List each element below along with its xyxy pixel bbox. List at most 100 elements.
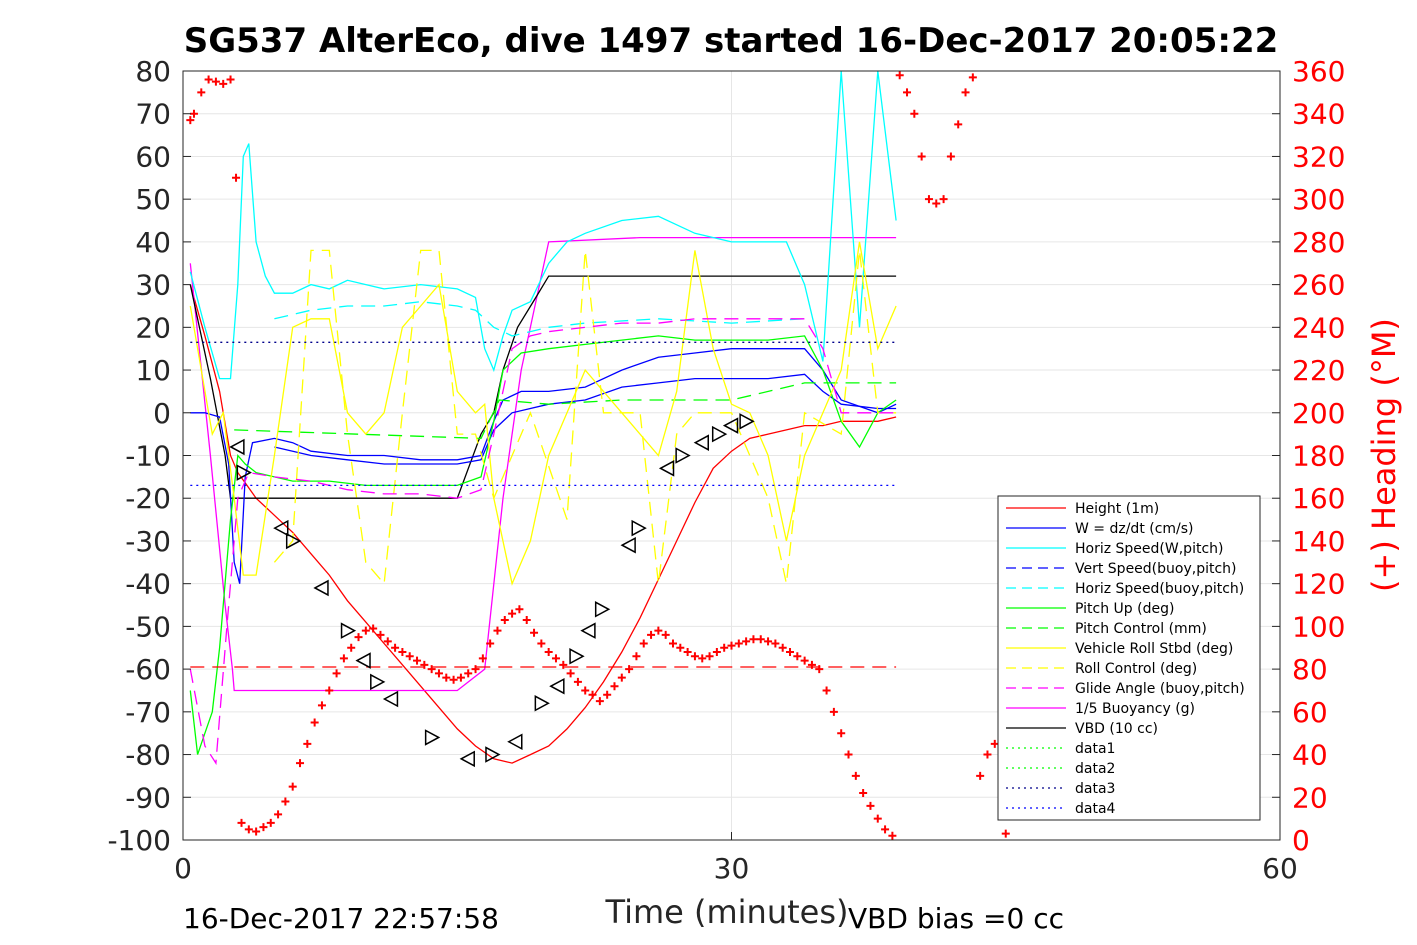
- legend-label: data3: [1075, 781, 1115, 797]
- heading-point: [807, 660, 816, 669]
- heading-point: [383, 637, 392, 646]
- heading-point: [837, 729, 846, 738]
- heading-point: [530, 628, 539, 637]
- heading-point: [274, 810, 283, 819]
- heading-point: [647, 630, 656, 639]
- heading-point: [347, 643, 356, 652]
- heading-point: [303, 739, 312, 748]
- heading-point: [990, 739, 999, 748]
- legend-label: Vehicle Roll Stbd (deg): [1075, 641, 1233, 657]
- depth-markers: [229, 413, 755, 768]
- depth-marker: [313, 579, 329, 597]
- depth-marker: [229, 438, 245, 456]
- left-tick-label: -50: [125, 610, 171, 643]
- heading-point: [742, 637, 751, 646]
- heading-point: [244, 825, 253, 834]
- heading-point: [793, 652, 802, 661]
- heading-point: [734, 639, 743, 648]
- heading-point: [427, 665, 436, 674]
- heading-point: [1001, 829, 1010, 838]
- heading-point: [932, 199, 941, 208]
- series-line: [189, 318, 897, 766]
- heading-point: [508, 609, 517, 618]
- heading-point: [756, 635, 765, 644]
- heading-point: [478, 654, 487, 663]
- legend-label: data1: [1075, 741, 1115, 757]
- heading-point: [712, 648, 721, 657]
- heading-point: [676, 643, 685, 652]
- left-tick-label: -40: [125, 568, 171, 601]
- right-tick-label: 120: [1292, 568, 1345, 601]
- heading-point: [325, 686, 334, 695]
- depth-marker: [631, 519, 647, 537]
- heading-point: [354, 633, 363, 642]
- right-tick-label: 280: [1292, 226, 1345, 259]
- heading-point: [910, 109, 919, 118]
- chart-title: SG537 AlterEco, dive 1497 started 16-Dec…: [184, 21, 1279, 61]
- heading-point: [420, 660, 429, 669]
- heading-point: [449, 675, 458, 684]
- right-tick-label: 180: [1292, 440, 1345, 473]
- depth-marker: [382, 690, 399, 708]
- right-tick-label: 360: [1292, 55, 1345, 88]
- x-axis-ticks: 0 30 60: [174, 832, 1298, 885]
- legend-label: W = dz/dt (cm/s): [1075, 521, 1194, 537]
- heading-point: [603, 690, 612, 699]
- series-line: [273, 249, 897, 586]
- heading-point: [829, 707, 838, 716]
- heading-point: [690, 652, 699, 661]
- left-tick-label: 30: [135, 269, 171, 302]
- heading-point: [456, 673, 465, 682]
- heading-point: [434, 669, 443, 678]
- depth-marker: [355, 652, 371, 669]
- heading-point: [844, 750, 853, 759]
- depth-marker: [549, 677, 565, 695]
- series-line: [189, 335, 897, 755]
- depth-marker: [459, 750, 475, 768]
- x-tick-label: 30: [714, 852, 750, 885]
- left-axis-ticks: 80 70 60 50 40 30 20 10 0 -10 -20 -30 -40 -50 -60 -70 -8…: [107, 55, 191, 857]
- right-tick-label: 320: [1292, 140, 1345, 173]
- left-tick-label: 50: [135, 183, 171, 216]
- series-line: [274, 301, 805, 337]
- heading-point: [197, 88, 206, 97]
- right-tick-label: 60: [1292, 696, 1328, 729]
- depth-marker: [534, 695, 550, 712]
- heading-point: [720, 643, 729, 652]
- heading-point: [639, 639, 648, 648]
- heading-point: [581, 686, 590, 695]
- series-line: [189, 70, 897, 380]
- heading-point: [888, 831, 897, 840]
- heading-point: [924, 195, 933, 204]
- heading-point: [705, 652, 714, 661]
- right-tick-label: 20: [1292, 781, 1328, 814]
- heading-point: [903, 88, 912, 97]
- heading-point: [551, 654, 560, 663]
- heading-point: [369, 624, 378, 633]
- heading-point: [219, 79, 228, 88]
- heading-point: [588, 690, 597, 699]
- right-tick-label: 160: [1292, 482, 1345, 515]
- heading-point: [668, 639, 677, 648]
- heading-point: [288, 782, 297, 791]
- heading-point: [654, 626, 663, 635]
- legend-label: data4: [1075, 801, 1116, 817]
- legend-label: Height (1m): [1075, 501, 1159, 517]
- heading-point: [815, 665, 824, 674]
- heading-point: [610, 682, 619, 691]
- series-layer: [189, 70, 897, 766]
- heading-point: [515, 605, 524, 614]
- depth-marker: [739, 413, 755, 430]
- legend-label: Pitch Control (mm): [1075, 621, 1207, 637]
- heading-point: [661, 630, 670, 639]
- heading-point: [252, 827, 261, 836]
- left-tick-label: -30: [125, 525, 171, 558]
- heading-point: [317, 701, 326, 710]
- right-tick-label: 260: [1292, 269, 1345, 302]
- left-tick-label: -90: [125, 781, 171, 814]
- heading-point: [464, 669, 473, 678]
- left-tick-label: 10: [135, 354, 171, 387]
- depth-marker: [594, 601, 611, 618]
- depth-marker: [569, 648, 585, 665]
